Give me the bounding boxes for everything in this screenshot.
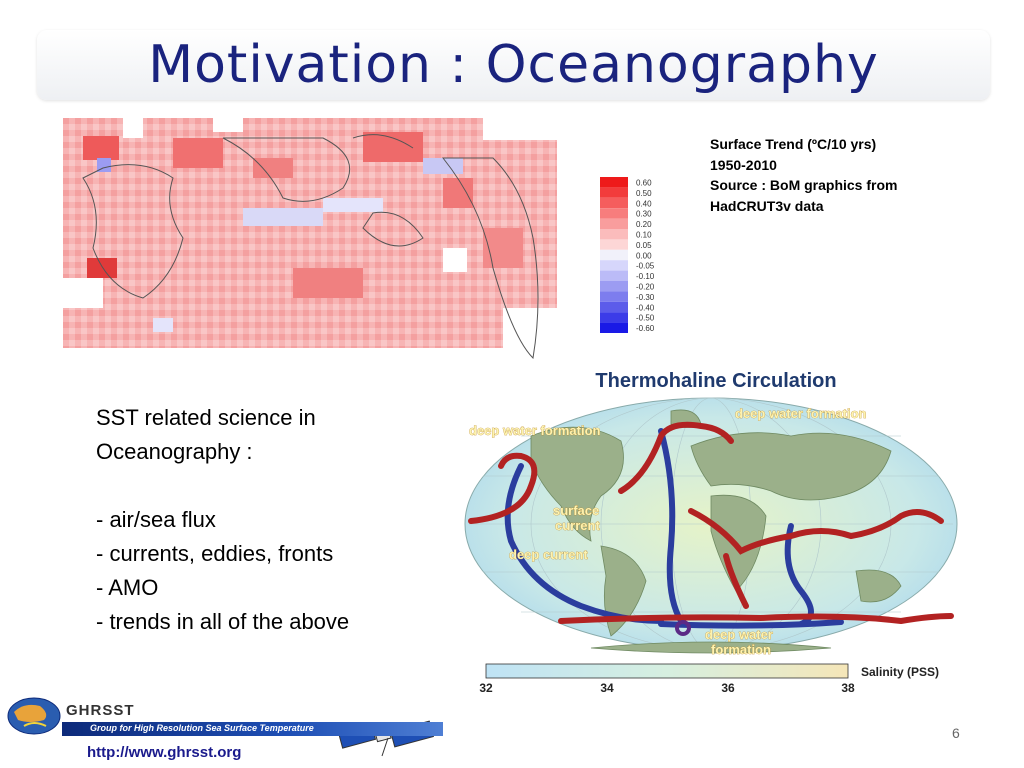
legend-swatch [600,187,628,198]
salinity-tick: 34 [600,681,614,695]
legend-label: 0.10 [636,231,652,240]
legend-label: 0.60 [636,179,652,188]
footer-tagline: Group for High Resolution Sea Surface Te… [90,723,314,733]
caption-line-period: 1950-2010 [710,156,777,173]
caption-line-title: Surface Trend (ºC/10 yrs) [710,136,877,152]
legend-label: -0.60 [636,324,655,333]
science-heading-line1: SST related science in [96,405,316,430]
legend-swatch [600,249,628,261]
science-item: - currents, eddies, fronts [96,541,334,566]
science-text: SST related science in Oceanography : - … [96,401,349,639]
salinity-colorbar [485,663,849,679]
label-deep-water-bottom-1: deep water [705,627,773,642]
thermohaline-figure: Thermohaline Circulation deep water form [464,370,958,695]
legend-swatch [600,260,628,271]
legend-label: -0.10 [636,272,655,281]
caption-line-dataset: HadCRUT3v data [710,197,824,214]
science-item: - AMO [96,575,159,600]
salinity-tick: 38 [841,681,855,695]
legend-label: 0.00 [636,251,652,260]
label-deep-water-formation-right: deep water formation [735,406,867,421]
legend-label: 0.40 [636,199,652,208]
legend-swatch [600,301,628,313]
page-number: 6 [952,725,960,741]
continent-outlines [82,134,539,360]
slide-title: Motivation : Oceanography [148,35,879,95]
legend-swatch [600,322,628,333]
legend-label: -0.20 [636,283,655,292]
label-deep-water-formation-left: deep water formation [469,423,601,438]
surface-trend-map: 0.600.500.400.300.200.100.050.00-0.05-0.… [63,118,655,362]
legend-swatch [600,270,628,281]
footer-url-link[interactable]: http://www.ghrsst.org [87,744,242,761]
legend-swatch [600,229,628,240]
salinity-label: Salinity (PSS) [861,665,939,679]
ghrsst-name: GHRSST [66,702,135,719]
label-surface-current-2: current [555,518,600,533]
legend-label: -0.50 [636,314,655,323]
label-deep-current: deep current [509,547,588,562]
label-deep-water-bottom-2: formation [711,642,771,657]
legend-label: -0.05 [636,262,655,271]
legend-label: 0.50 [636,189,652,198]
legend-swatch [600,281,628,292]
caption-line-source: Source : BoM graphics from [710,177,898,193]
legend-label: -0.40 [636,303,655,312]
legend-swatch [600,312,628,323]
slide-title-bar: Motivation : Oceanography [37,30,990,100]
legend-label: 0.05 [636,241,652,250]
science-item: - air/sea flux [96,507,216,532]
legend-label: -0.30 [636,293,655,302]
surface-current-paths [468,421,954,625]
science-spacer [96,469,349,503]
legend-label: 0.30 [636,210,652,219]
trend-cool-patches [97,158,463,332]
legend-swatch [600,291,628,302]
salinity-tick: 32 [479,681,493,695]
trend-caption: Surface Trend (ºC/10 yrs) 1950-2010 Sour… [710,134,1010,216]
legend-label: 0.20 [636,220,652,229]
thc-title: Thermohaline Circulation [595,370,836,392]
science-heading-line2: Oceanography : [96,439,253,464]
legend-swatch [600,197,628,209]
science-item: - trends in all of the above [96,609,350,634]
label-surface-current-1: surface [553,503,599,518]
legend-swatch [600,208,628,219]
legend-swatch [600,177,628,188]
salinity-tick: 36 [721,681,735,695]
legend-colorbar: 0.600.500.400.300.200.100.050.00-0.05-0.… [600,177,655,333]
deep-water-whirl [675,620,691,636]
footer-band: Group for High Resolution Sea Surface Te… [62,722,443,736]
trend-hotspots [83,132,523,298]
trend-missing-data [63,118,557,362]
legend-swatch [600,218,628,229]
legend-swatch [600,239,628,250]
